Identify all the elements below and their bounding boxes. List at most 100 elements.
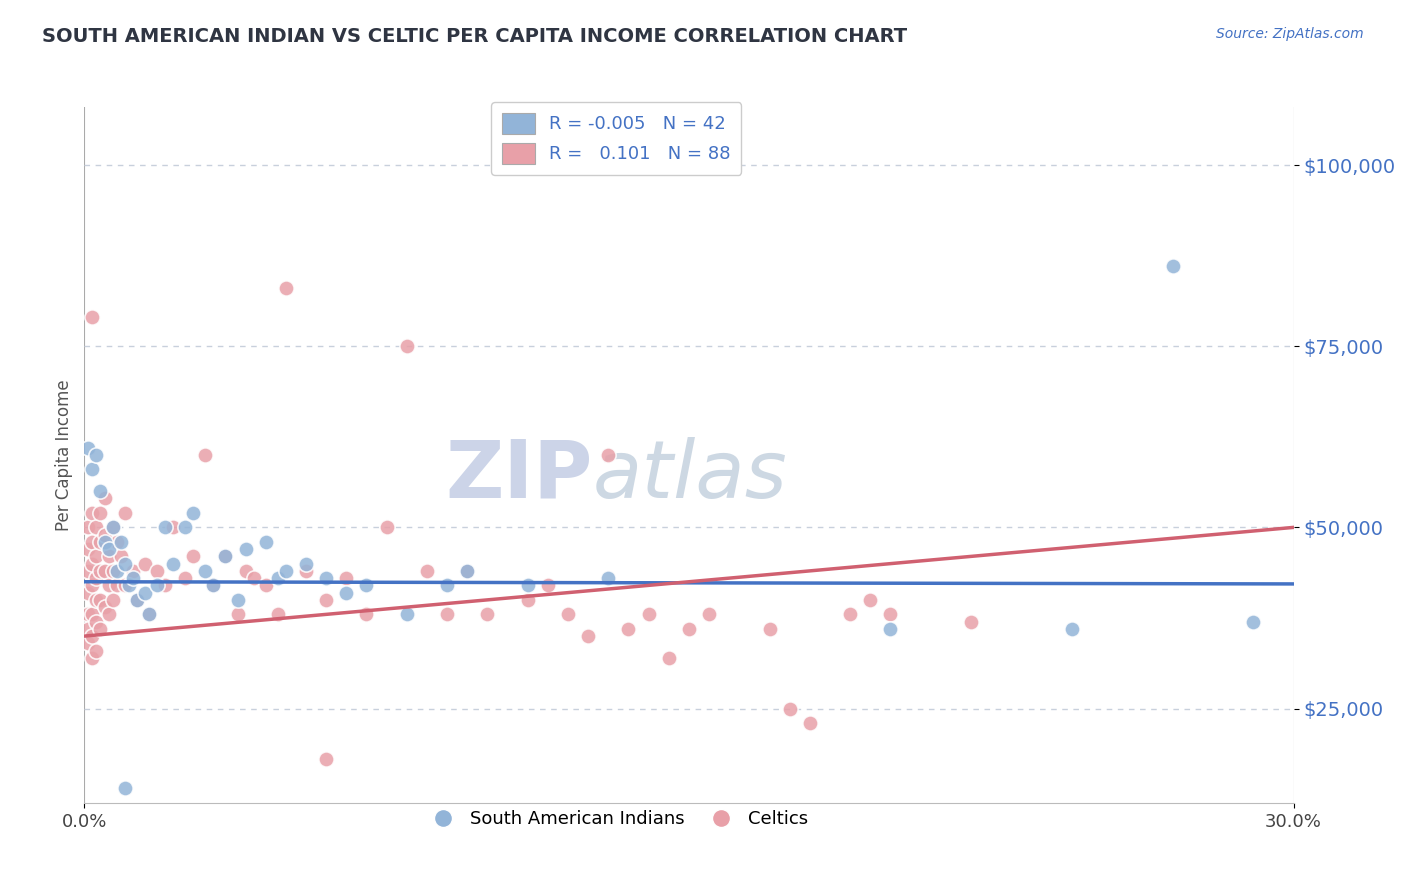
Point <box>202 578 225 592</box>
Point <box>879 622 901 636</box>
Point <box>93 535 115 549</box>
Point <box>86 448 108 462</box>
Point <box>174 520 197 534</box>
Point <box>89 535 111 549</box>
Point <box>77 542 100 557</box>
Point <box>960 615 983 629</box>
Point <box>97 549 120 564</box>
Point <box>134 557 156 571</box>
Point <box>105 564 128 578</box>
Point <box>242 571 264 585</box>
Point <box>101 520 124 534</box>
Point <box>114 578 136 592</box>
Point <box>235 542 257 557</box>
Point <box>86 571 108 585</box>
Point <box>375 520 398 534</box>
Point <box>879 607 901 622</box>
Point <box>315 571 337 585</box>
Point <box>202 578 225 592</box>
Point <box>121 564 143 578</box>
Y-axis label: Per Capita Income: Per Capita Income <box>55 379 73 531</box>
Point <box>89 592 111 607</box>
Point <box>758 622 780 636</box>
Point <box>93 564 115 578</box>
Point <box>101 592 124 607</box>
Point <box>839 607 862 622</box>
Point <box>235 564 257 578</box>
Point <box>395 607 418 622</box>
Point <box>516 592 538 607</box>
Point <box>267 571 290 585</box>
Point <box>214 549 236 564</box>
Text: atlas: atlas <box>592 437 787 515</box>
Point <box>82 506 104 520</box>
Point <box>97 607 120 622</box>
Point <box>82 629 104 643</box>
Point <box>557 607 579 622</box>
Point <box>274 281 297 295</box>
Point <box>1060 622 1083 636</box>
Point <box>516 578 538 592</box>
Point <box>77 607 100 622</box>
Point <box>93 600 115 615</box>
Point <box>82 535 104 549</box>
Point <box>335 571 357 585</box>
Point <box>678 622 700 636</box>
Point <box>174 571 197 585</box>
Point <box>114 781 136 796</box>
Text: SOUTH AMERICAN INDIAN VS CELTIC PER CAPITA INCOME CORRELATION CHART: SOUTH AMERICAN INDIAN VS CELTIC PER CAPI… <box>42 27 907 45</box>
Point <box>82 557 104 571</box>
Point <box>537 578 560 592</box>
Point <box>658 651 681 665</box>
Point <box>315 592 337 607</box>
Point <box>153 578 176 592</box>
Point <box>146 564 169 578</box>
Point <box>315 752 337 766</box>
Point <box>101 564 124 578</box>
Point <box>105 578 128 592</box>
Point <box>637 607 659 622</box>
Point <box>77 520 100 534</box>
Point <box>779 701 801 715</box>
Point <box>82 651 104 665</box>
Point <box>86 520 108 534</box>
Point <box>1241 615 1264 629</box>
Point <box>110 535 132 549</box>
Point <box>456 564 478 578</box>
Point <box>86 592 108 607</box>
Point <box>82 310 104 325</box>
Point <box>356 607 378 622</box>
Point <box>138 607 160 622</box>
Point <box>105 535 128 549</box>
Point <box>97 578 120 592</box>
Point <box>335 585 357 599</box>
Point <box>162 520 184 534</box>
Point <box>89 484 111 499</box>
Point <box>121 571 143 585</box>
Point <box>97 542 120 557</box>
Point <box>598 571 620 585</box>
Point <box>153 520 176 534</box>
Point <box>295 557 318 571</box>
Point <box>214 549 236 564</box>
Point <box>134 585 156 599</box>
Point <box>456 564 478 578</box>
Point <box>416 564 439 578</box>
Point <box>77 564 100 578</box>
Point <box>162 557 184 571</box>
Point <box>1161 260 1184 274</box>
Point <box>125 592 148 607</box>
Point <box>86 615 108 629</box>
Text: Source: ZipAtlas.com: Source: ZipAtlas.com <box>1216 27 1364 41</box>
Legend: South American Indians, Celtics: South American Indians, Celtics <box>418 803 815 836</box>
Point <box>86 549 108 564</box>
Point <box>86 643 108 657</box>
Point <box>118 578 141 592</box>
Point <box>114 506 136 520</box>
Point <box>82 462 104 476</box>
Point <box>93 491 115 506</box>
Point <box>77 441 100 455</box>
Point <box>356 578 378 592</box>
Point <box>226 592 249 607</box>
Point <box>101 520 124 534</box>
